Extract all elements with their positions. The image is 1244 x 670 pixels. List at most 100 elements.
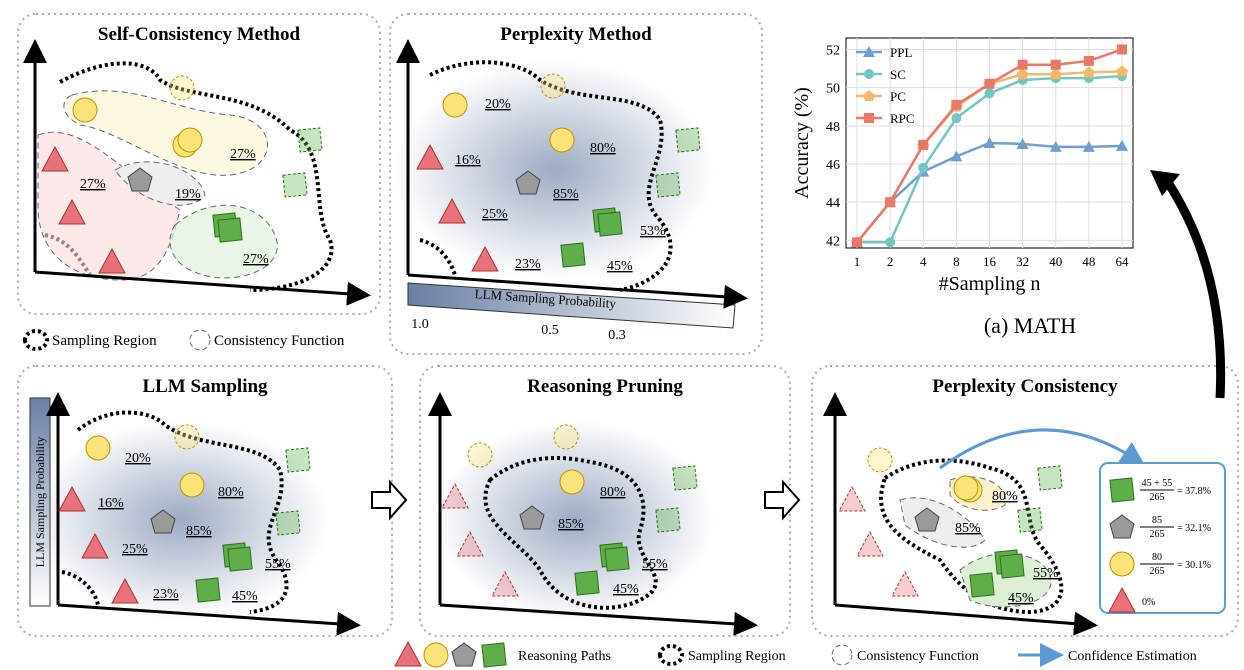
path-icon — [1109, 551, 1135, 577]
axis — [834, 603, 1098, 636]
y-tick-label: 50 — [826, 82, 840, 97]
percent-label: 27% — [80, 177, 106, 192]
path-icon — [127, 167, 153, 192]
x-tick-label: 4 — [920, 254, 927, 269]
legend-text: Confidence Estimation — [1068, 649, 1197, 664]
legend-text: Reasoning Paths — [518, 649, 611, 664]
path-icon — [491, 570, 519, 597]
point — [1083, 55, 1094, 66]
path-icon — [58, 485, 86, 512]
path-icon — [574, 570, 600, 596]
path-icon — [150, 509, 176, 534]
path-icon — [867, 447, 893, 473]
legend-marker — [863, 46, 875, 57]
path-icon — [597, 211, 623, 237]
path-icon — [85, 435, 111, 461]
y-tick-label: 44 — [826, 196, 840, 211]
x-tick-label: 48 — [1082, 254, 1095, 269]
percent-label: 80% — [992, 489, 1018, 504]
haze — [30, 60, 715, 620]
x-axis-label: #Sampling n — [939, 273, 1041, 295]
path-icon — [856, 530, 884, 557]
path-icon — [999, 553, 1025, 579]
path-icon — [953, 475, 979, 501]
point — [1082, 140, 1095, 152]
point — [951, 113, 962, 124]
path-icon — [438, 197, 466, 224]
path-icon — [227, 546, 253, 572]
big-arrow — [1161, 175, 1226, 399]
path-icon — [275, 510, 301, 536]
path-icon — [442, 92, 468, 118]
point — [1116, 139, 1128, 151]
percent-label: 85% — [558, 517, 584, 532]
legend-marker — [864, 113, 874, 123]
path-icon — [549, 127, 575, 153]
path-icon — [838, 485, 866, 512]
percent-label: 45% — [1008, 591, 1034, 606]
big-arrow-head — [1150, 170, 1180, 196]
path-icon — [394, 640, 422, 667]
percent-label: 80% — [218, 485, 244, 500]
legend-label: PC — [890, 89, 906, 104]
percent-label: 45% — [607, 259, 633, 274]
percent-label: 80% — [590, 141, 616, 156]
path-icon — [515, 170, 541, 195]
x-tick-label: 16 — [983, 254, 997, 269]
y-tick-label: 42 — [826, 234, 840, 249]
percent-label: 45% — [613, 582, 639, 597]
path-icon — [655, 172, 681, 198]
percent-label: 45% — [232, 589, 258, 604]
point — [951, 99, 962, 110]
percent-label: 23% — [515, 257, 541, 272]
legend-consistency — [189, 329, 211, 351]
fraction-result: = 32.1% — [1177, 523, 1211, 534]
panel-title: LLM Sampling — [142, 376, 268, 397]
hollow-arrows — [371, 479, 801, 521]
fraction-result: = 30.1% — [1177, 560, 1211, 571]
point — [852, 237, 862, 248]
y-tick-label: 52 — [826, 43, 840, 58]
fraction-num: 80 — [1152, 552, 1162, 563]
path-icon — [177, 127, 203, 153]
path-icon — [441, 482, 469, 509]
panel-title: Perplexity Consistency — [932, 376, 1118, 397]
x-tick-label: 8 — [953, 254, 960, 269]
percent-label: 85% — [186, 524, 212, 539]
path-icon — [672, 465, 698, 491]
fraction-den: 265 — [1150, 529, 1165, 540]
path-icon — [297, 127, 323, 153]
x-tick-label: 1 — [854, 254, 861, 269]
path-icon — [604, 546, 630, 572]
path-icon — [675, 127, 701, 153]
path-icon — [560, 242, 586, 268]
point — [1082, 66, 1095, 78]
path-icon — [58, 198, 86, 225]
axis — [57, 603, 361, 636]
path-icon — [1037, 465, 1063, 491]
x-tick-label: 2 — [887, 254, 894, 269]
path-icon — [914, 507, 940, 532]
percent-label: 80% — [600, 485, 626, 500]
legend-label: RPC — [890, 111, 915, 126]
legend-text: Sampling Region — [688, 649, 786, 664]
path-icon — [1109, 477, 1135, 503]
path-icon — [540, 73, 566, 99]
percent-label: 16% — [455, 153, 481, 168]
y-tick-label: 48 — [826, 120, 840, 135]
bar-tick: 1.0 — [411, 317, 429, 332]
panel-frames — [17, 13, 1239, 637]
fraction-num: 85 — [1152, 515, 1162, 526]
panel-title: Reasoning Pruning — [527, 376, 683, 397]
path-icon — [195, 577, 221, 603]
percent-label: 53% — [640, 224, 666, 239]
legend-text: Consistency Function — [214, 333, 345, 349]
point — [885, 197, 896, 208]
point — [918, 139, 929, 150]
point — [1117, 44, 1127, 55]
path-icon — [72, 97, 98, 123]
percent-label: 27% — [243, 252, 269, 267]
point — [984, 88, 995, 99]
percent-label: 20% — [485, 97, 511, 112]
path-icon — [456, 530, 484, 557]
